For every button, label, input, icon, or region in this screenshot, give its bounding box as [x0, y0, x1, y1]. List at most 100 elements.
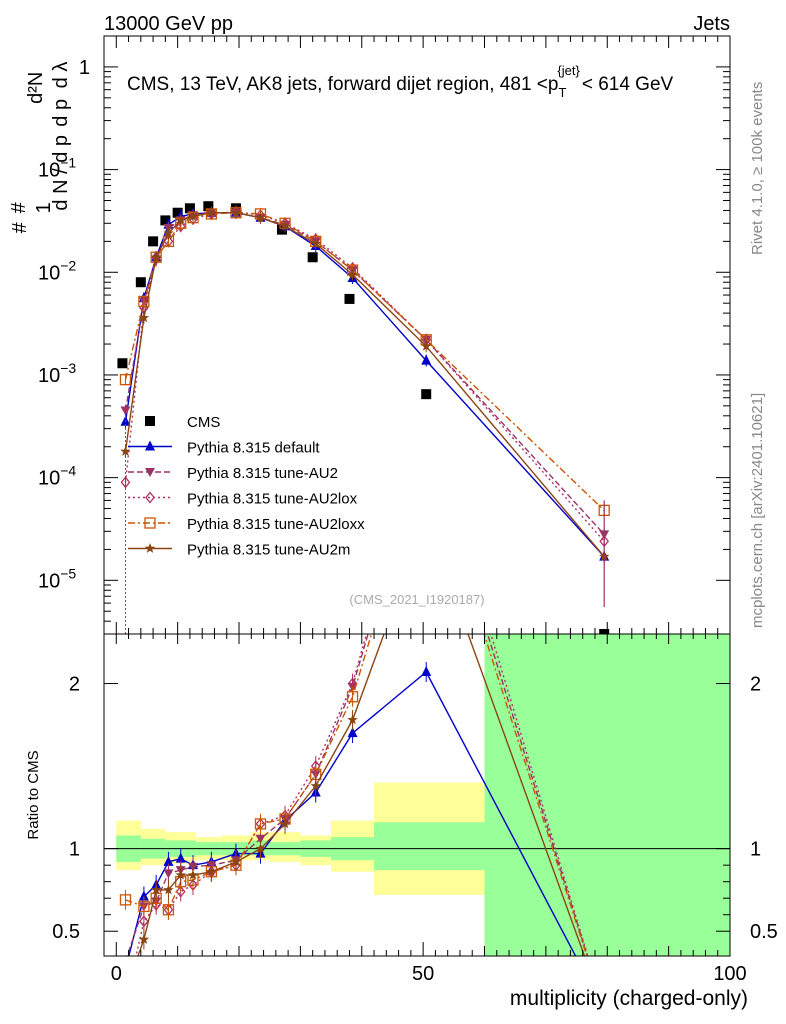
- ratio-point: [206, 866, 217, 877]
- series-line-2: [124, 211, 605, 535]
- ratio-point: [187, 869, 199, 880]
- data-point: [135, 277, 146, 288]
- data-point: [120, 406, 131, 416]
- ratio-ytick-label-right: 0.5: [750, 921, 778, 943]
- legend-label: Pythia 8.315 tune-AU2: [187, 465, 338, 482]
- ratio-point: [163, 855, 174, 866]
- ratio-ytick-label: 1: [69, 839, 80, 861]
- legend-marker: [145, 491, 155, 504]
- legend-label: Pythia 8.315 tune-AU2loxx: [187, 516, 365, 533]
- ylabel-fraction-text: # 1 # d N / d p d p d²N d λ: [8, 62, 72, 234]
- ratio-point: [163, 869, 174, 879]
- ytick-label: 10−4: [38, 463, 76, 490]
- data-point: [175, 220, 186, 233]
- legend-label: Pythia 8.315 tune-AU2m: [187, 542, 350, 559]
- main-title: CMS, 13 TeV, AK8 jets, forward dijet reg…: [127, 63, 674, 100]
- legend-marker: [145, 468, 155, 477]
- ratio-ytick-label-right: 1: [750, 839, 761, 861]
- legend-marker: [144, 543, 156, 553]
- legend: CMS Pythia 8.315 default Pythia 8.315 tune…: [128, 414, 365, 559]
- ratio-point: [347, 714, 358, 725]
- uncertainty-band-inner: [374, 822, 485, 871]
- ratio-point: [421, 665, 432, 676]
- header-category: Jets: [693, 13, 730, 35]
- ratio-point: [138, 934, 150, 944]
- ratio-plot: 0.5 0.5 1 1 2 2 0 50 100: [52, 633, 778, 985]
- xtick-label: 50: [412, 963, 434, 985]
- ytick-label: 10−2: [38, 257, 76, 284]
- data-point: [148, 236, 159, 247]
- data-point: [347, 269, 358, 279]
- ratio-line-2: [135, 634, 589, 956]
- data-point: [187, 210, 199, 221]
- data-point: [175, 214, 186, 225]
- ratio-line-1: [126, 634, 589, 956]
- ytick-label: 10−5: [38, 565, 76, 592]
- main-plot: 10−5 10−4 10−3 10−2 10−1 1: [38, 35, 731, 639]
- data-point: [421, 354, 432, 365]
- legend-marker: [144, 517, 156, 529]
- ratio-point: [138, 900, 150, 913]
- ratio-point: [163, 884, 174, 895]
- analysis-watermark: (CMS_2021_I1920187): [349, 592, 484, 607]
- ratio-plot-frame: [103, 633, 731, 957]
- ratio-point: [254, 818, 267, 830]
- data-point: [255, 212, 266, 223]
- data-point: [206, 207, 217, 218]
- ratio-point: [138, 890, 149, 901]
- data-point: [138, 312, 150, 323]
- ratio-point: [346, 691, 359, 703]
- data-point: [160, 215, 171, 226]
- ratio-ylabel: Ratio to CMS: [25, 750, 42, 839]
- ratio-ytick-label: 2: [69, 674, 80, 696]
- data-point: [344, 293, 355, 304]
- ratio-point: [175, 852, 186, 863]
- legend-label: Pythia 8.315 tune-AU2lox: [187, 491, 358, 508]
- ytick-label: 10−1: [38, 155, 76, 182]
- ratio-point: [347, 727, 358, 738]
- data-point: [310, 238, 321, 249]
- data-point: [421, 389, 432, 400]
- legend-marker: [145, 416, 155, 426]
- ratio-ytick-label: 0.5: [52, 921, 80, 943]
- ratio-ytick-label-right: 2: [750, 674, 761, 696]
- legend-label: Pythia 8.315 default: [187, 440, 320, 457]
- xtick-label: 0: [111, 963, 122, 985]
- ratio-point: [230, 856, 242, 867]
- data-point: [138, 295, 150, 308]
- data-point: [163, 227, 174, 238]
- data-point: [150, 251, 162, 262]
- legend-marker: [145, 440, 155, 451]
- data-point: [307, 252, 318, 263]
- ratio-point: [310, 780, 321, 791]
- ratio-point: [162, 904, 175, 916]
- mcplots-label: mcplots.cern.ch [arXiv:2401.10621]: [749, 393, 766, 628]
- data-point: [120, 476, 131, 489]
- ratio-point: [119, 894, 132, 906]
- main-ylabel: # 1 # d N / d p d p d²N d λ: [8, 62, 72, 234]
- ytick-label: 1: [79, 57, 90, 79]
- data-point: [172, 207, 183, 218]
- xtick-label: 100: [713, 963, 746, 985]
- rivet-version-label: Rivet 4.1.0, ≥ 100k events: [749, 82, 766, 255]
- data-point: [119, 373, 132, 386]
- ratio-line-0: [128, 670, 577, 956]
- data-point: [230, 207, 242, 218]
- data-point: [117, 358, 128, 369]
- ratio-point: [175, 869, 186, 880]
- ytick-label: 10−3: [38, 360, 76, 387]
- ratio-point: [279, 818, 291, 829]
- data-point: [421, 340, 432, 351]
- ratio-point: [255, 843, 266, 854]
- data-point: [279, 220, 291, 231]
- ratio-xlabel: multiplicity (charged-only): [510, 987, 748, 1010]
- ratio-point: [175, 885, 186, 898]
- legend-label: CMS: [187, 414, 220, 431]
- series-line-5: [124, 211, 605, 558]
- uncertainty-band-inner: [484, 634, 730, 956]
- data-point: [203, 201, 214, 212]
- ratio-point: [139, 915, 149, 928]
- ratio-point: [150, 884, 162, 895]
- header-energy: 13000 GeV pp: [104, 13, 233, 35]
